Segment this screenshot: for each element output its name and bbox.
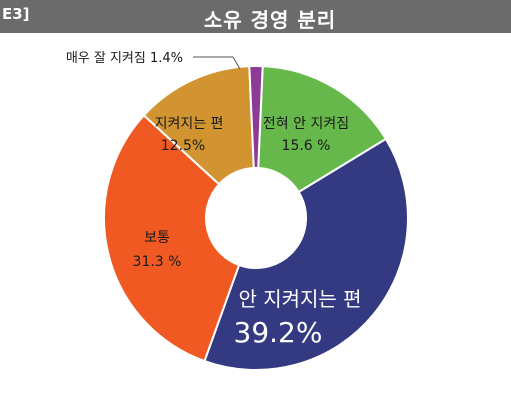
slice-mostly-kept <box>142 65 255 186</box>
value-not-kept-at-all: 15.6 % <box>282 138 331 154</box>
label-mostly-kept: 지켜지는 편 <box>155 116 224 132</box>
callout-very-well-kept: 매우 잘 지켜짐 1.4% <box>66 51 183 66</box>
label-not-kept-at-all: 전혀 안 지켜짐 <box>263 116 349 132</box>
chart-title: 소유 경영 분리 <box>203 8 337 32</box>
figure-label: E3] <box>2 5 30 23</box>
slice-neutral <box>103 113 241 363</box>
label-neutral: 보통 <box>144 230 170 246</box>
value-neutral: 31.3 % <box>133 254 182 270</box>
chart-header: E3] 소유 경영 분리 <box>0 0 511 33</box>
label-mostly-not-kept: 안 지켜지는 편 <box>238 287 361 311</box>
value-mostly-not-kept: 39.2% <box>234 316 323 349</box>
callout-leader-line <box>193 56 241 70</box>
slice-not-kept-at-all <box>257 65 388 194</box>
value-mostly-kept: 12.5% <box>161 138 205 154</box>
slice-very-well-kept <box>248 65 264 170</box>
slice-mostly-not-kept <box>203 137 409 371</box>
